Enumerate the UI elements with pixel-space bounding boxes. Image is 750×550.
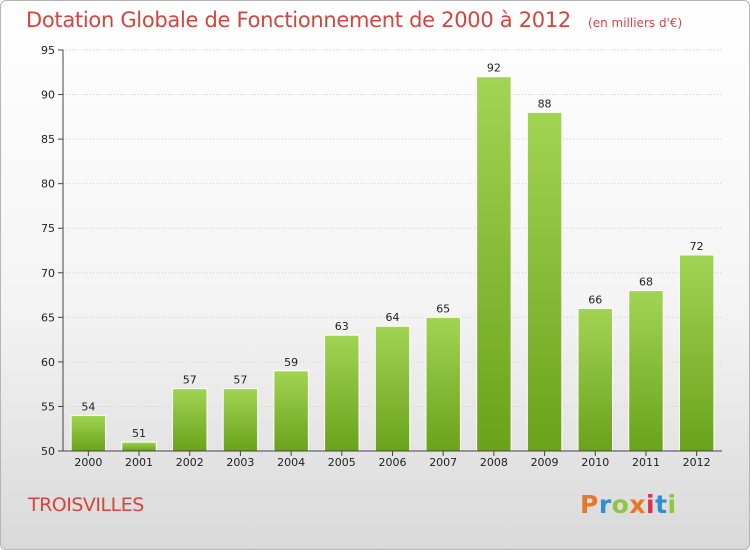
value-label-2004: 59 [284,356,298,369]
y-tick-label: 75 [41,222,55,235]
bar-2008[interactable] [476,76,512,452]
logo-letter: i [667,490,677,519]
bar-2010[interactable] [577,307,614,452]
x-tick-label-2008: 2008 [480,456,508,469]
bar-2012[interactable] [678,254,715,452]
value-label-2011: 68 [639,276,653,289]
value-label-2007: 65 [436,302,450,315]
x-tick-label-2004: 2004 [277,456,305,469]
y-tick-label: 55 [41,400,55,413]
y-tick-label: 85 [41,133,55,146]
bar-2005[interactable] [324,334,360,452]
x-tick-label-2000: 2000 [74,456,102,469]
x-tick-label-2009: 2009 [531,456,559,469]
bar-2006[interactable] [374,325,411,452]
y-tick-label: 60 [41,356,55,369]
commune-name: TROISVILLES [28,494,144,516]
y-tick-label: 90 [41,89,55,102]
x-tick-label-2007: 2007 [429,456,457,469]
value-label-2002: 57 [183,374,197,387]
chart-subtitle: (en milliers d'€) [588,16,683,30]
x-tick-label-2003: 2003 [226,456,254,469]
logo-letter: t [655,490,668,519]
value-label-2001: 51 [132,427,146,440]
y-tick-label: 65 [41,311,55,324]
y-tick-label: 70 [41,267,55,280]
logo-letter: x [629,490,646,519]
x-tick-label-2011: 2011 [632,456,660,469]
x-tick-label-2010: 2010 [581,456,609,469]
x-tick-label-2006: 2006 [379,456,407,469]
proxiti-logo[interactable]: Proxiti [580,490,677,519]
x-tick-label-2012: 2012 [683,456,711,469]
x-tick-label-2001: 2001 [125,456,153,469]
value-label-2003: 57 [233,374,247,387]
value-label-2008: 92 [487,62,501,75]
value-label-2009: 88 [538,97,552,110]
bar-2003[interactable] [222,388,259,452]
bar-2000[interactable] [70,414,107,452]
logo-letter: P [580,490,599,519]
title-row: Dotation Globale de Fonctionnement de 20… [26,8,682,32]
bar-2009[interactable] [526,111,563,452]
value-label-2006: 64 [386,311,400,324]
value-label-2000: 54 [81,400,95,413]
logo-letter: o [611,490,630,519]
x-tick-label-2005: 2005 [328,456,356,469]
y-tick-label: 50 [41,445,55,458]
y-tick-label: 95 [41,44,55,57]
bar-2004[interactable] [273,370,309,452]
bar-2001[interactable] [121,441,157,452]
bar-2007[interactable] [425,316,461,452]
value-label-2005: 63 [335,320,349,333]
chart-title: Dotation Globale de Fonctionnement de 20… [26,8,571,32]
value-label-2012: 72 [690,240,704,253]
logo-letter: i [646,490,656,519]
bar-2002[interactable] [171,388,208,452]
x-tick-label-2002: 2002 [176,456,204,469]
y-tick-label: 80 [41,178,55,191]
bar-2011[interactable] [628,290,664,452]
logo-letter: r [598,490,612,519]
value-label-2010: 66 [588,293,602,306]
